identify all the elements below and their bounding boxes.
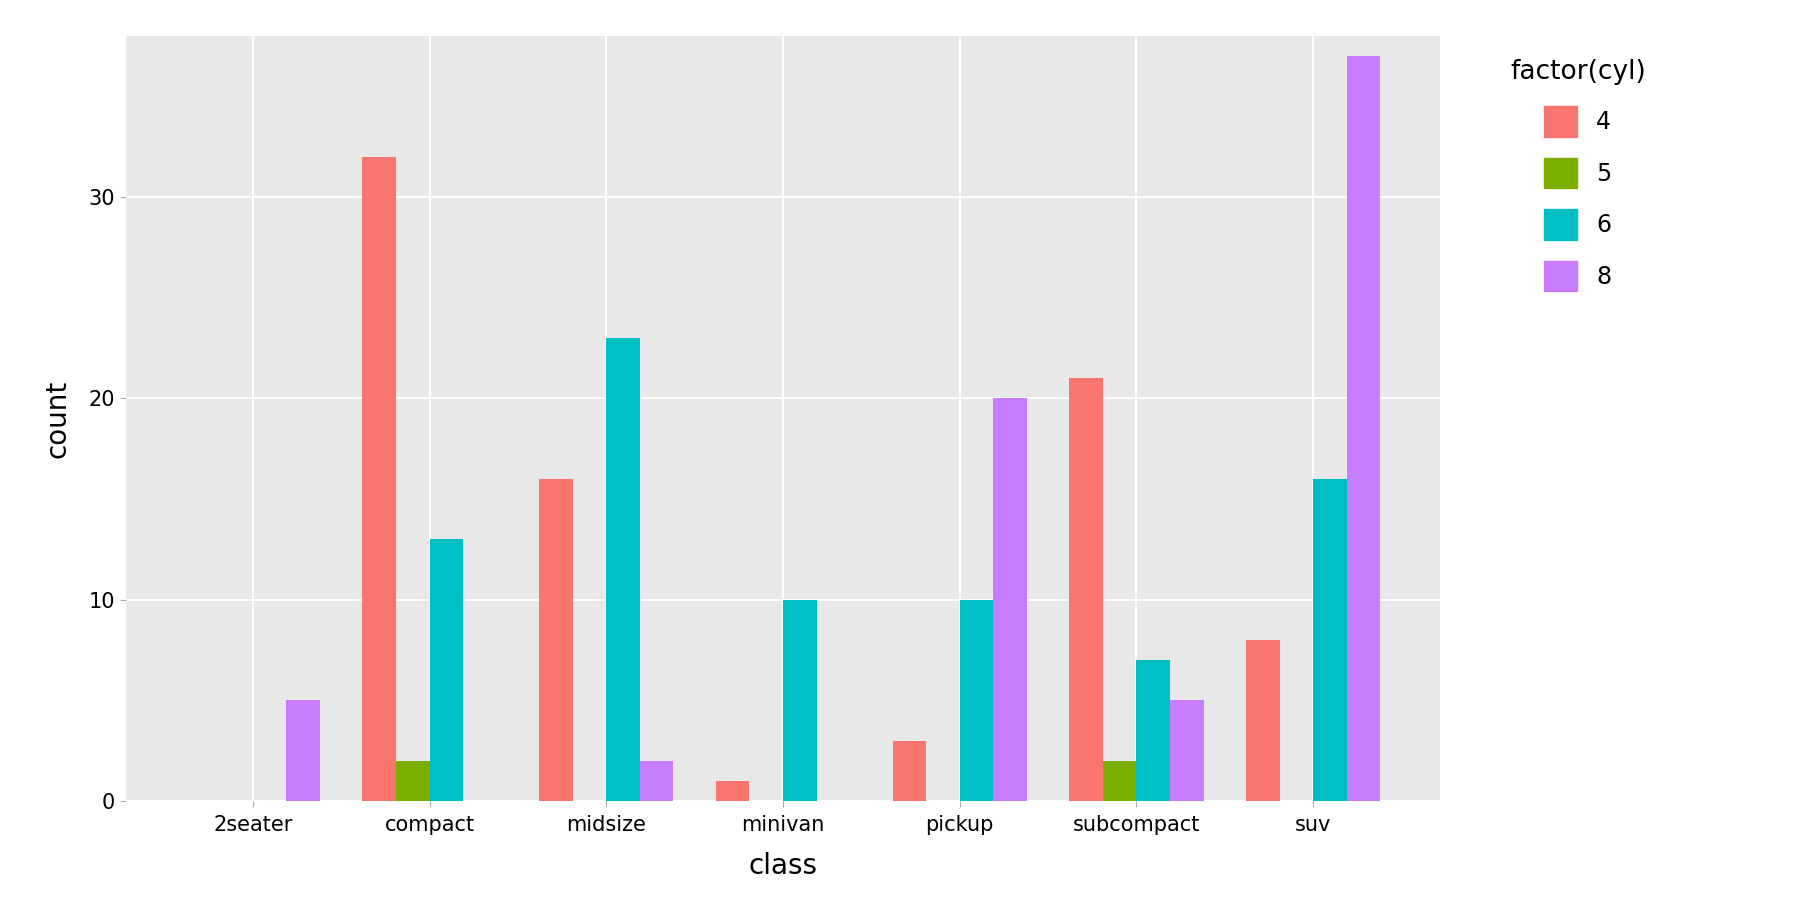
Bar [639, 760, 673, 801]
Bar [430, 539, 463, 801]
Bar [1136, 660, 1170, 801]
Legend: 4, 5, 6, 8: 4, 5, 6, 8 [1490, 40, 1665, 310]
Bar [540, 479, 572, 801]
Bar [994, 399, 1026, 801]
Bar [716, 781, 749, 801]
Bar [893, 741, 927, 801]
Bar [362, 157, 396, 801]
Bar [1103, 760, 1136, 801]
Bar [1170, 700, 1204, 801]
Bar [959, 599, 994, 801]
Bar [286, 700, 320, 801]
Y-axis label: count: count [43, 380, 72, 457]
X-axis label: class: class [749, 851, 817, 879]
Bar [1069, 378, 1103, 801]
Bar [396, 760, 430, 801]
Bar [1346, 56, 1381, 801]
Bar [1314, 479, 1346, 801]
Bar [1246, 640, 1280, 801]
Bar [783, 599, 817, 801]
Bar [607, 338, 639, 801]
